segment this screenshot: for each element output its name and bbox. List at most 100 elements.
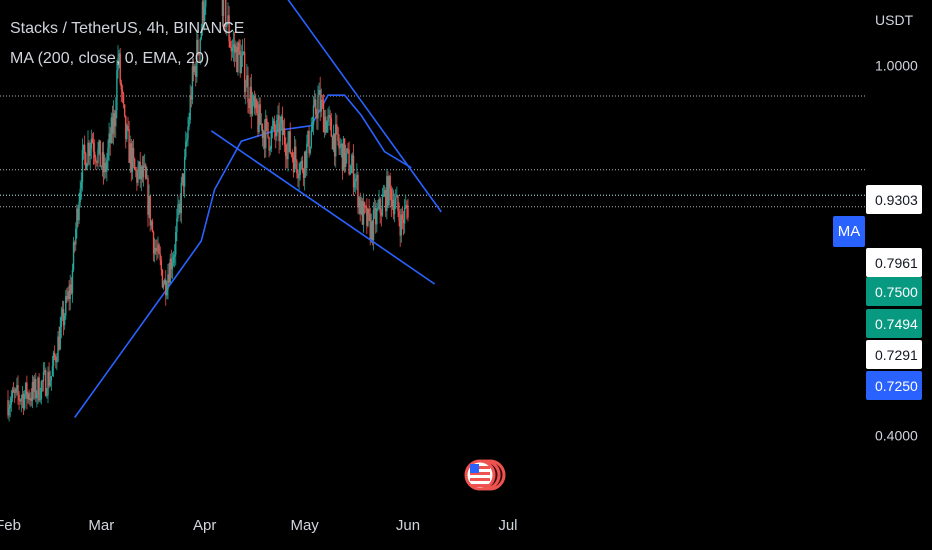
candle-body <box>226 23 228 27</box>
candle-body <box>286 156 288 160</box>
candle-body <box>135 169 137 171</box>
candle-body <box>132 147 135 159</box>
candle-body <box>301 160 304 171</box>
candle-body <box>231 47 234 52</box>
candle-body <box>127 126 129 130</box>
candle-body <box>165 279 167 296</box>
y-tick-label: 0.4000 <box>875 428 918 444</box>
candle-body <box>338 140 340 149</box>
candle-body <box>235 46 237 53</box>
candle-body <box>295 146 297 161</box>
candle-body <box>247 75 249 103</box>
candle-body <box>80 182 83 189</box>
event-flag-icon[interactable] <box>464 459 506 491</box>
candle-body <box>170 258 173 270</box>
candle-body <box>21 393 24 399</box>
candle-body <box>108 133 110 148</box>
trendline-lower <box>210 130 436 285</box>
candle-body <box>50 376 53 381</box>
candle-body <box>311 125 314 131</box>
candle-body <box>81 149 84 183</box>
candle-body <box>145 164 147 179</box>
candle-body <box>221 0 224 17</box>
x-tick-label: Mar <box>88 517 114 534</box>
candle-body <box>105 162 107 172</box>
candle-body <box>355 178 357 182</box>
candle-body <box>238 42 240 51</box>
candle-body <box>376 208 378 225</box>
candle-body <box>171 262 174 270</box>
candle-body <box>99 140 101 168</box>
candle-body <box>59 326 61 350</box>
y-tick-label: 1.0000 <box>875 58 918 74</box>
candle-body <box>28 393 30 401</box>
candle-body <box>129 143 131 163</box>
candle-body <box>368 208 370 214</box>
price-label-tag: 0.9303 <box>866 185 922 214</box>
candle-body <box>290 153 293 154</box>
time-axis[interactable]: Feb Mar Apr May Jun Jul <box>0 517 518 534</box>
candle-body <box>390 188 392 207</box>
candle-body <box>281 116 284 136</box>
candle-body <box>29 398 31 401</box>
candle-body <box>315 99 317 115</box>
price-label-tag: 0.7500 <box>866 277 922 306</box>
candle-body <box>351 155 354 166</box>
indicator-legend[interactable]: MA (200, close, 0, EMA, 20) <box>10 50 210 67</box>
candle-body <box>291 153 294 158</box>
candle-body <box>149 196 151 226</box>
candle-body <box>168 274 170 283</box>
candle-body <box>37 377 39 395</box>
candle-body <box>23 394 26 409</box>
candle-body <box>329 115 331 119</box>
candle-body <box>73 242 76 245</box>
candle-body <box>327 115 329 122</box>
candle-body <box>387 176 389 206</box>
candle-body <box>275 131 277 137</box>
candle-body <box>305 151 307 169</box>
candle-body <box>363 202 366 207</box>
candle-body <box>172 256 175 263</box>
candle-body <box>97 149 99 163</box>
candle-body <box>158 244 160 254</box>
candle-body <box>143 164 146 166</box>
candle-body <box>147 178 149 215</box>
candle-body <box>401 214 404 220</box>
candle-body <box>68 291 70 300</box>
candle-body <box>148 196 150 215</box>
candle-body <box>19 400 21 402</box>
candle-body <box>150 221 153 226</box>
candle-body <box>117 58 119 71</box>
candle-body <box>62 308 65 326</box>
candle-body <box>16 385 18 389</box>
candle-body <box>31 381 34 401</box>
candle-body <box>273 120 276 132</box>
candle-body <box>288 131 290 143</box>
candle-body <box>160 260 163 270</box>
candle-body <box>255 99 257 109</box>
candle-body <box>123 104 126 116</box>
candle-body <box>252 96 255 102</box>
candle-body <box>75 229 77 245</box>
candle-body <box>383 190 386 195</box>
candle-body <box>308 131 310 154</box>
trendlines[interactable] <box>201 0 442 285</box>
candle-body <box>52 352 55 367</box>
candle-body <box>15 388 17 393</box>
candle-body <box>341 143 344 171</box>
candle-body <box>323 116 326 133</box>
candle-body <box>33 379 36 392</box>
candle-body <box>101 152 104 167</box>
candle-body <box>375 208 377 225</box>
price-label-value: 0.7961 <box>875 255 918 271</box>
candle-body <box>95 157 97 162</box>
candle-body <box>91 138 94 143</box>
candle-body <box>199 38 201 55</box>
candle-body <box>279 123 281 142</box>
ma-badge[interactable]: MA <box>833 216 865 247</box>
candle-body <box>285 144 287 157</box>
candle-body <box>250 86 253 115</box>
candle-body <box>370 221 372 240</box>
